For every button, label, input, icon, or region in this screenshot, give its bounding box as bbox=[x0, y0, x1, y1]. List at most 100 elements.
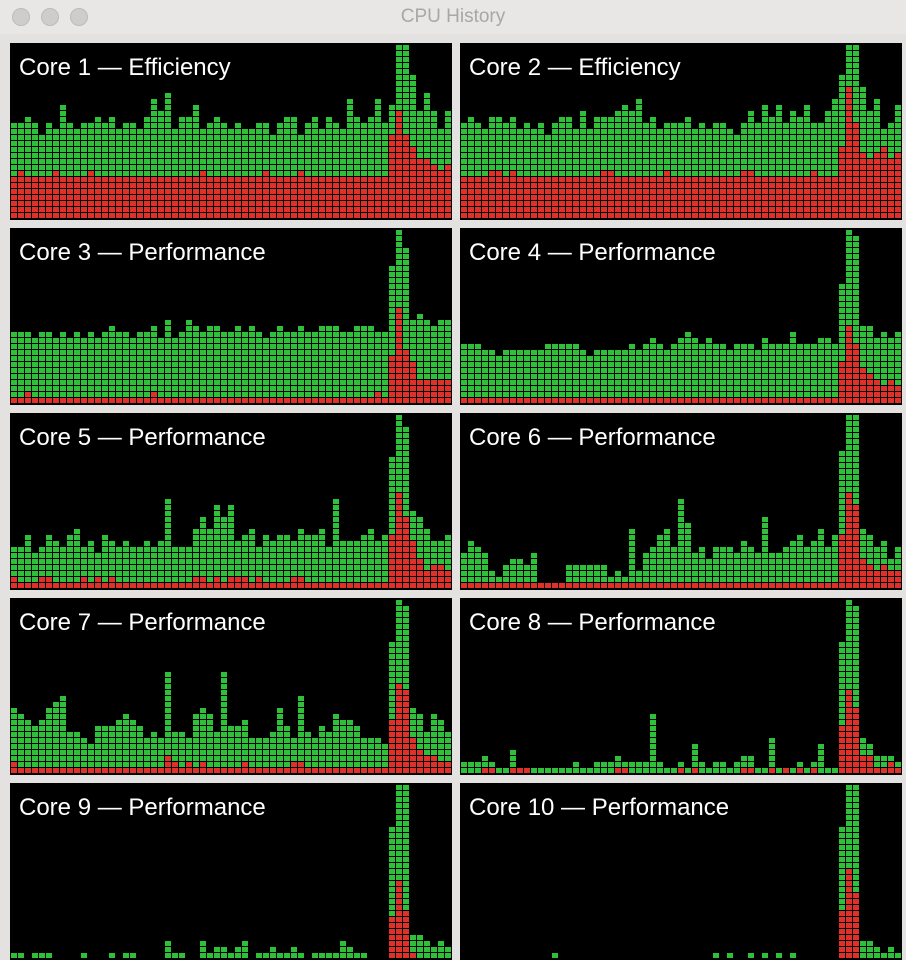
system-load-cell bbox=[438, 201, 444, 206]
user-load-cell bbox=[888, 123, 894, 128]
user-load-cell bbox=[53, 350, 59, 355]
user-load-cell bbox=[853, 266, 859, 271]
user-load-cell bbox=[298, 356, 304, 361]
system-load-cell bbox=[860, 171, 866, 176]
system-load-cell bbox=[601, 583, 607, 588]
user-load-cell bbox=[657, 350, 663, 355]
user-load-cell bbox=[461, 159, 467, 164]
user-load-cell bbox=[305, 547, 311, 552]
system-load-cell bbox=[762, 583, 768, 588]
user-load-cell bbox=[11, 386, 17, 391]
user-load-cell bbox=[860, 123, 866, 128]
user-load-cell bbox=[699, 129, 705, 134]
user-load-cell bbox=[39, 720, 45, 725]
user-load-cell bbox=[531, 129, 537, 134]
user-load-cell bbox=[741, 368, 747, 373]
minimize-button[interactable] bbox=[41, 8, 59, 26]
system-load-cell bbox=[200, 189, 206, 194]
system-load-cell bbox=[832, 183, 838, 188]
user-load-cell bbox=[888, 350, 894, 355]
user-load-cell bbox=[461, 344, 467, 349]
system-load-cell bbox=[783, 189, 789, 194]
user-load-cell bbox=[137, 750, 143, 755]
title-bar[interactable]: CPU History bbox=[0, 0, 906, 34]
system-load-cell bbox=[403, 529, 409, 534]
user-load-cell bbox=[95, 368, 101, 373]
user-load-cell bbox=[867, 553, 873, 558]
user-load-cell bbox=[496, 577, 502, 582]
user-load-cell bbox=[445, 374, 451, 379]
user-load-cell bbox=[53, 571, 59, 576]
user-load-cell bbox=[333, 571, 339, 576]
user-load-cell bbox=[53, 732, 59, 737]
user-load-cell bbox=[333, 499, 339, 504]
user-load-cell bbox=[699, 571, 705, 576]
system-load-cell bbox=[46, 201, 52, 206]
user-load-cell bbox=[207, 529, 213, 534]
user-load-cell bbox=[25, 571, 31, 576]
user-load-cell bbox=[867, 559, 873, 564]
user-load-cell bbox=[53, 135, 59, 140]
user-load-cell bbox=[769, 135, 775, 140]
user-load-cell bbox=[615, 117, 621, 122]
system-load-cell bbox=[762, 177, 768, 182]
user-load-cell bbox=[566, 165, 572, 170]
user-load-cell bbox=[643, 380, 649, 385]
close-button[interactable] bbox=[12, 8, 30, 26]
user-load-cell bbox=[839, 326, 845, 331]
user-load-cell bbox=[424, 362, 430, 367]
user-load-cell bbox=[895, 147, 901, 152]
user-load-cell bbox=[165, 344, 171, 349]
system-load-cell bbox=[130, 195, 136, 200]
system-load-cell bbox=[580, 195, 586, 200]
user-load-cell bbox=[284, 147, 290, 152]
user-load-cell bbox=[242, 553, 248, 558]
user-load-cell bbox=[431, 117, 437, 122]
user-load-cell bbox=[396, 75, 402, 80]
user-load-cell bbox=[11, 141, 17, 146]
user-load-cell bbox=[95, 571, 101, 576]
user-load-cell bbox=[445, 117, 451, 122]
user-load-cell bbox=[361, 571, 367, 576]
user-load-cell bbox=[179, 147, 185, 152]
user-load-cell bbox=[256, 350, 262, 355]
user-load-cell bbox=[517, 153, 523, 158]
system-load-cell bbox=[699, 213, 705, 218]
user-load-cell bbox=[566, 374, 572, 379]
user-load-cell bbox=[123, 756, 129, 761]
user-load-cell bbox=[74, 332, 80, 337]
user-load-cell bbox=[67, 535, 73, 540]
user-load-cell bbox=[18, 714, 24, 719]
user-load-cell bbox=[776, 362, 782, 367]
user-load-cell bbox=[228, 553, 234, 558]
system-load-cell bbox=[11, 768, 17, 773]
system-load-cell bbox=[594, 195, 600, 200]
system-load-cell bbox=[503, 177, 509, 182]
user-load-cell bbox=[116, 756, 122, 761]
user-load-cell bbox=[431, 123, 437, 128]
system-load-cell bbox=[860, 189, 866, 194]
user-load-cell bbox=[713, 350, 719, 355]
system-load-cell bbox=[74, 189, 80, 194]
user-load-cell bbox=[797, 129, 803, 134]
system-load-cell bbox=[375, 207, 381, 212]
user-load-cell bbox=[200, 392, 206, 397]
zoom-button[interactable] bbox=[70, 8, 88, 26]
user-load-cell bbox=[109, 732, 115, 737]
user-load-cell bbox=[109, 726, 115, 731]
system-load-cell bbox=[622, 583, 628, 588]
user-load-cell bbox=[242, 559, 248, 564]
system-load-cell bbox=[881, 159, 887, 164]
user-load-cell bbox=[685, 129, 691, 134]
system-load-cell bbox=[664, 583, 670, 588]
system-load-cell bbox=[566, 583, 572, 588]
user-load-cell bbox=[580, 577, 586, 582]
system-load-cell bbox=[417, 392, 423, 397]
system-load-cell bbox=[881, 189, 887, 194]
user-load-cell bbox=[762, 111, 768, 116]
user-load-cell bbox=[403, 57, 409, 62]
user-load-cell bbox=[18, 332, 24, 337]
user-load-cell bbox=[130, 338, 136, 343]
system-load-cell bbox=[389, 362, 395, 367]
system-load-cell bbox=[657, 189, 663, 194]
